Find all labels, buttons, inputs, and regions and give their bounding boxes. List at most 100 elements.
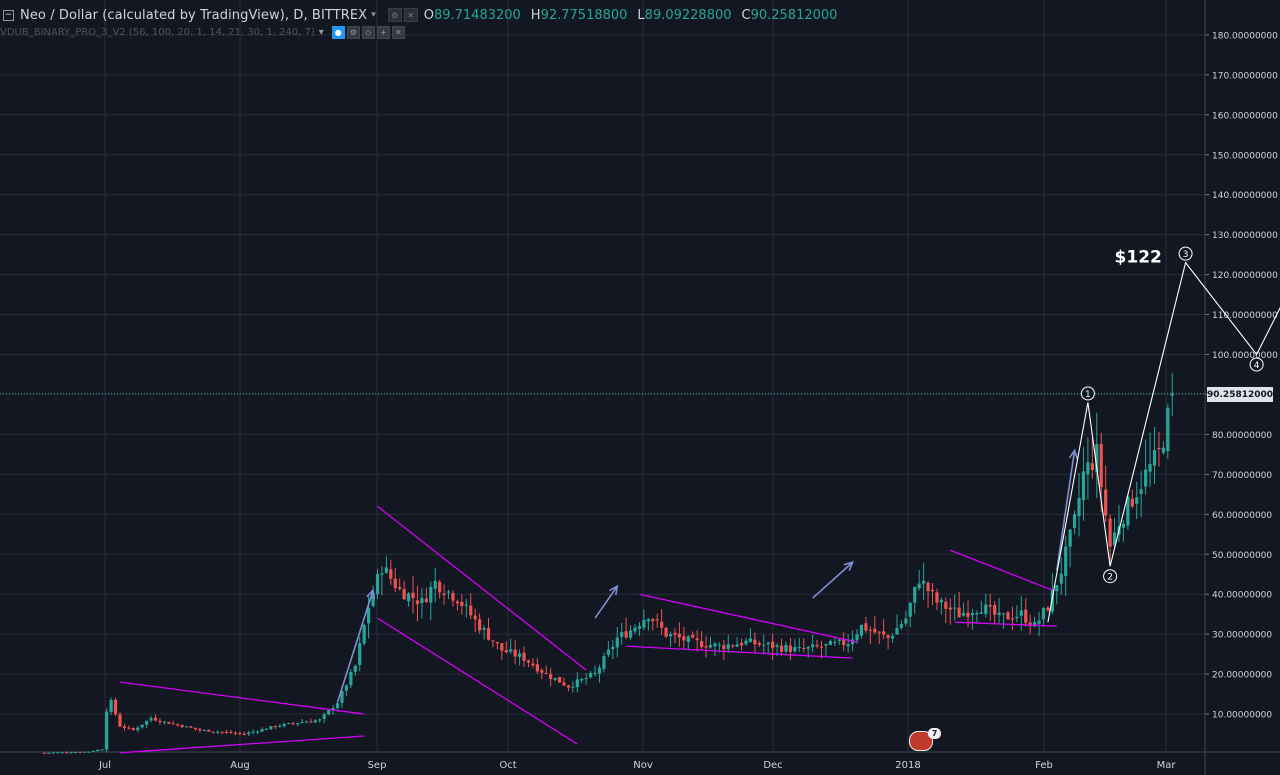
candle-body (735, 644, 739, 647)
candle-body (984, 604, 988, 615)
candle-body (464, 604, 468, 606)
candle-body (1055, 585, 1059, 592)
candle-body (446, 591, 451, 593)
settings-icon[interactable]: ⚙ (346, 26, 360, 39)
candle-body (877, 631, 881, 633)
candle-body (193, 727, 198, 730)
indicator-label[interactable]: VDUB_BINARY_PRO_3_V2 (56, 100, 20, 1, 14… (0, 27, 315, 38)
candle-body (682, 636, 686, 641)
source-icon[interactable]: ◇ (361, 26, 375, 39)
trend-arrow (336, 589, 374, 703)
ohlc-open: O89.71483200 (424, 8, 521, 23)
candle-body (1024, 609, 1028, 623)
candle-body (1081, 471, 1086, 501)
wave-label-2: 2 (1107, 573, 1113, 583)
minus-square-icon[interactable]: − (3, 9, 14, 21)
candle-body (180, 725, 184, 728)
candle-body (238, 732, 242, 734)
candle-body (651, 619, 655, 622)
candle-body (1059, 573, 1063, 584)
candle-body (593, 672, 597, 674)
chevron-down-icon[interactable]: ▾ (371, 10, 376, 20)
wave-label-circle (1080, 386, 1095, 401)
candle-body (495, 642, 499, 644)
candle-body (1135, 497, 1139, 504)
candle-body (242, 733, 246, 735)
candle-body (309, 721, 313, 723)
candle-body (953, 607, 957, 609)
candle-body (1028, 622, 1032, 627)
ohlc-close-value: 90.25812000 (750, 7, 838, 23)
candle-body (60, 752, 64, 754)
candle-body (1161, 447, 1165, 453)
candle-body (1144, 469, 1148, 487)
candle-body (668, 634, 673, 637)
candle-body (637, 626, 642, 629)
candle-body (815, 645, 819, 647)
candle-body (500, 643, 504, 651)
candle-body (362, 624, 366, 644)
y-tick-label: 50.00000000 (1212, 551, 1272, 561)
trend-arrow (594, 585, 618, 619)
candle-body (504, 650, 508, 653)
y-tick-label: 100.00000000 (1212, 351, 1278, 361)
settings-icon[interactable]: ⚙ (387, 8, 402, 22)
candle-body (966, 612, 970, 617)
ohlc-open-key: O (423, 7, 434, 23)
candle-body (1104, 489, 1108, 516)
candle-body (73, 752, 78, 754)
candle-body (100, 749, 104, 751)
elliott-wave-path (1047, 261, 1280, 623)
y-tick-label: 150.00000000 (1212, 151, 1278, 161)
events-count-badge[interactable]: 7 (928, 728, 941, 739)
candle-body (762, 644, 766, 646)
us-flag-events-icon[interactable] (909, 731, 933, 751)
candle-body (269, 726, 273, 729)
trend-arrow-head (843, 561, 854, 571)
candle-body (961, 613, 966, 616)
candle-body (176, 724, 180, 726)
candle-body (411, 592, 415, 599)
candle-body (744, 640, 748, 645)
trendline (119, 681, 365, 715)
candle-body (935, 592, 939, 603)
symbol-title[interactable]: Neo / Dollar (calculated by TradingView)… (20, 7, 368, 23)
candle-body (51, 752, 55, 754)
y-tick-label: 130.00000000 (1212, 231, 1278, 241)
candle-body (216, 731, 220, 733)
chevron-down-icon[interactable]: ▾ (318, 27, 324, 38)
candle-body (1015, 616, 1019, 619)
candle-body (722, 645, 726, 649)
candle-body (1068, 529, 1072, 547)
candle-body (384, 567, 388, 573)
candle-body (433, 580, 437, 589)
candle-body (513, 649, 517, 657)
candle-body (491, 640, 495, 642)
plus-icon[interactable]: + (376, 26, 390, 39)
candle-body (1037, 620, 1041, 624)
candle-body (886, 635, 890, 638)
candle-body (1090, 463, 1094, 470)
candle-body (327, 709, 331, 715)
candle-body (171, 723, 175, 725)
close-icon[interactable]: ✕ (391, 26, 405, 39)
candle-body (922, 580, 926, 584)
close-icon[interactable]: ✕ (403, 8, 418, 22)
trendline (119, 735, 365, 754)
candle-body (633, 627, 637, 632)
candle-body (1001, 613, 1006, 615)
candle-body (393, 578, 397, 588)
candle-body (482, 628, 486, 630)
candle-body (979, 612, 983, 614)
candle-body (415, 600, 420, 605)
candle-body (571, 686, 575, 688)
candle-body (748, 638, 753, 642)
candle-body (695, 638, 699, 641)
candle-body (890, 635, 895, 639)
candle-body (700, 641, 704, 648)
candle-body (424, 598, 428, 602)
candle-body (42, 752, 47, 754)
candle-body (198, 728, 202, 731)
eye-icon[interactable]: ● (331, 26, 345, 39)
